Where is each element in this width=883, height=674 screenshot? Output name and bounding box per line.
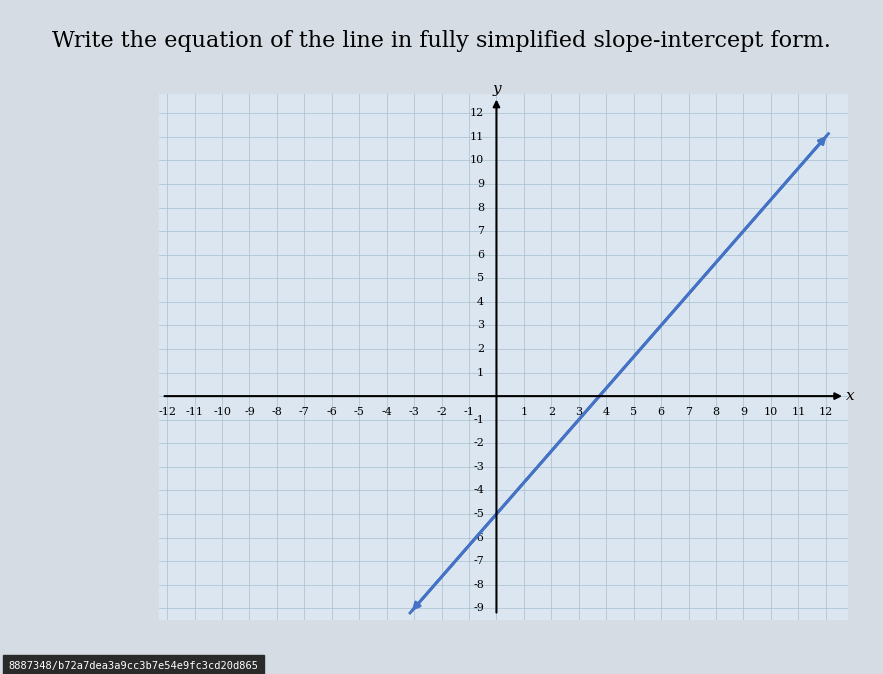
Text: -1: -1 xyxy=(473,415,484,425)
Text: x: x xyxy=(846,389,855,403)
Text: -8: -8 xyxy=(271,406,283,417)
Text: -10: -10 xyxy=(213,406,231,417)
Text: 4: 4 xyxy=(477,297,484,307)
Text: 3: 3 xyxy=(575,406,582,417)
Text: -12: -12 xyxy=(158,406,177,417)
Text: 10: 10 xyxy=(764,406,778,417)
Text: 11: 11 xyxy=(791,406,805,417)
Text: -5: -5 xyxy=(473,509,484,519)
Text: 6: 6 xyxy=(658,406,665,417)
Text: -7: -7 xyxy=(473,556,484,566)
Text: 7: 7 xyxy=(477,226,484,236)
Text: -4: -4 xyxy=(473,485,484,495)
Text: -7: -7 xyxy=(299,406,310,417)
Text: -6: -6 xyxy=(473,532,484,543)
Text: 9: 9 xyxy=(477,179,484,189)
Text: -1: -1 xyxy=(464,406,474,417)
Text: 5: 5 xyxy=(630,406,638,417)
Text: -2: -2 xyxy=(473,438,484,448)
Text: 5: 5 xyxy=(477,273,484,283)
Text: 8: 8 xyxy=(713,406,720,417)
Text: 8887348/b72a7dea3a9cc3b7e54e9fc3cd20d865: 8887348/b72a7dea3a9cc3b7e54e9fc3cd20d865 xyxy=(9,661,259,671)
Text: 12: 12 xyxy=(819,406,833,417)
Text: 2: 2 xyxy=(477,344,484,354)
Text: -5: -5 xyxy=(354,406,365,417)
Text: -4: -4 xyxy=(381,406,392,417)
Text: -3: -3 xyxy=(409,406,419,417)
Text: 3: 3 xyxy=(477,320,484,330)
Text: Write the equation of the line in fully simplified slope-intercept form.: Write the equation of the line in fully … xyxy=(52,30,831,53)
Text: 1: 1 xyxy=(477,367,484,377)
Text: -2: -2 xyxy=(436,406,447,417)
Text: 10: 10 xyxy=(470,156,484,165)
Text: 8: 8 xyxy=(477,202,484,212)
Text: 11: 11 xyxy=(470,132,484,142)
Text: -9: -9 xyxy=(473,603,484,613)
Text: 4: 4 xyxy=(602,406,610,417)
Text: 12: 12 xyxy=(470,109,484,118)
Text: 1: 1 xyxy=(520,406,527,417)
Text: -11: -11 xyxy=(185,406,204,417)
Text: 9: 9 xyxy=(740,406,747,417)
Text: -6: -6 xyxy=(327,406,337,417)
Text: 7: 7 xyxy=(685,406,692,417)
Text: -9: -9 xyxy=(244,406,255,417)
Text: -8: -8 xyxy=(473,580,484,590)
Text: y: y xyxy=(492,82,501,96)
Text: -3: -3 xyxy=(473,462,484,472)
Text: 6: 6 xyxy=(477,249,484,259)
Text: 2: 2 xyxy=(547,406,555,417)
